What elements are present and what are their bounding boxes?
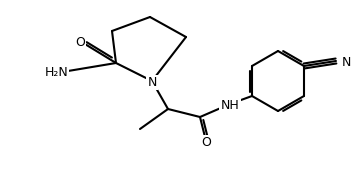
Text: NH: NH (221, 99, 240, 112)
Text: O: O (75, 36, 85, 49)
Text: H₂N: H₂N (44, 66, 68, 79)
Text: N: N (147, 76, 157, 89)
Text: O: O (201, 136, 211, 149)
Text: N: N (342, 56, 351, 69)
